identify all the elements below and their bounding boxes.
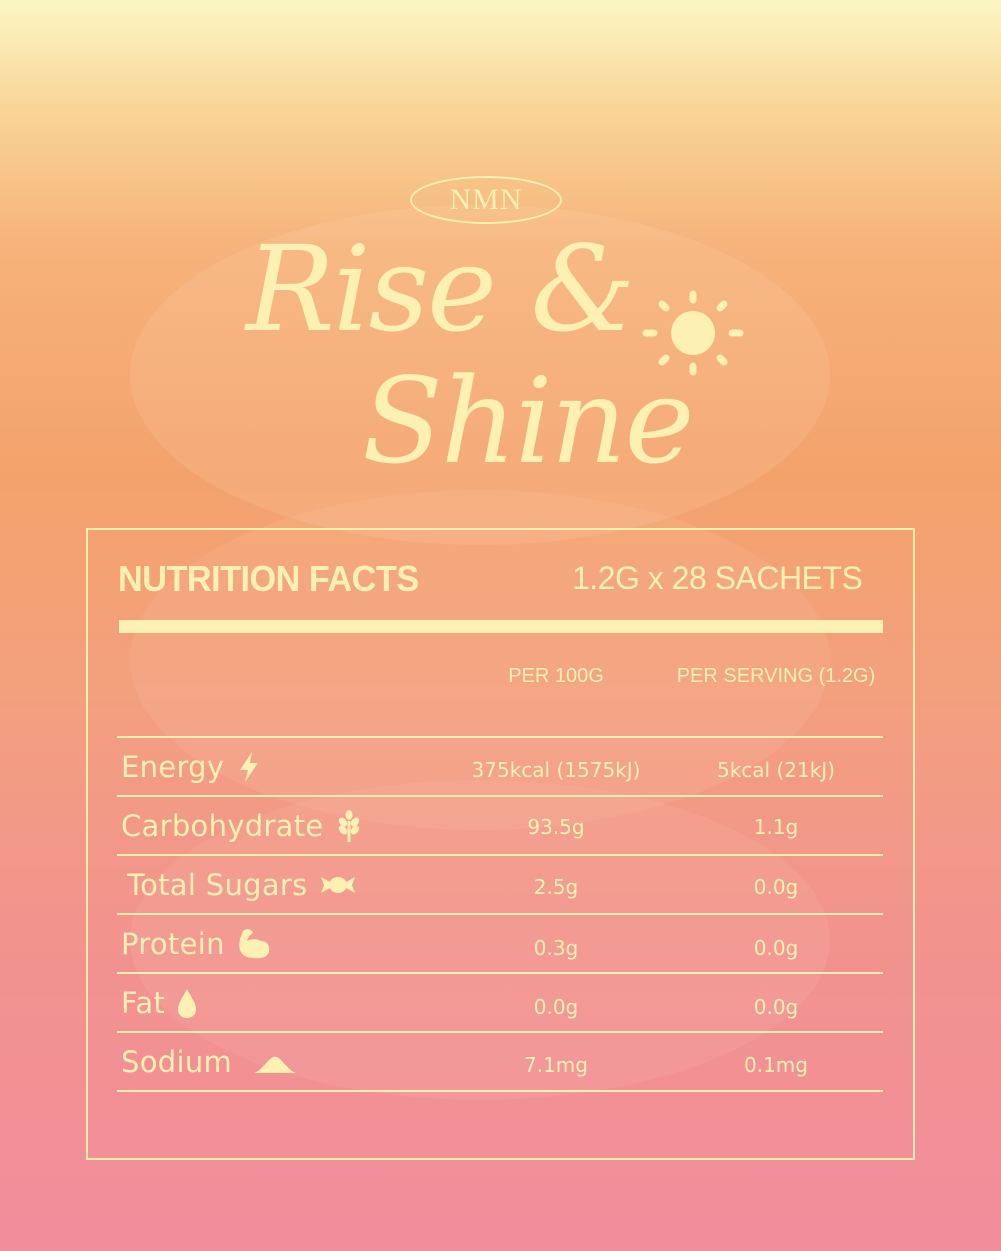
lightning-bolt-icon (240, 752, 259, 782)
row-divider (117, 854, 883, 856)
candy-icon (320, 877, 355, 893)
row-divider (117, 1031, 883, 1033)
salt-pile-icon (254, 1056, 297, 1073)
nutrient-row-protein: Protein (121, 927, 273, 961)
value-per-100g: 2.5g (533, 875, 579, 899)
value-per-serving: 1.1g (753, 815, 799, 839)
column-header-per-serving: PER SERVING (1.2G) (676, 665, 876, 687)
nutrient-row-total-sugars: Total Sugars (127, 868, 358, 902)
value-per-100g: 0.3g (533, 936, 579, 960)
row-divider (117, 736, 883, 738)
flexed-bicep-icon (239, 929, 270, 959)
title-line-2: Shine (362, 352, 694, 490)
value-per-serving: 0.0g (753, 936, 799, 960)
row-divider (117, 795, 883, 797)
value-per-serving: 0.0g (753, 995, 799, 1019)
value-per-serving: 0.1mg (744, 1053, 808, 1077)
value-per-100g: 0.0g (533, 995, 579, 1019)
background-blob (130, 490, 830, 830)
nutrient-row-sodium: Sodium (121, 1045, 300, 1079)
droplet-icon (178, 989, 197, 1018)
row-divider (117, 913, 883, 915)
value-per-100g: 93.5g (527, 815, 585, 839)
title-line-1: Rise & (246, 220, 636, 358)
row-divider (117, 1090, 883, 1092)
value-per-serving: 5kcal (21kJ) (716, 758, 835, 782)
background-blob (130, 205, 830, 545)
nutrient-label: Protein (121, 927, 225, 961)
value-per-100g: 7.1mg (524, 1053, 588, 1077)
nutrient-row-carbohydrate: Carbohydrate (121, 809, 364, 843)
wheat-icon (338, 810, 359, 842)
value-per-100g: 375kcal (1575kJ) (471, 758, 641, 782)
brand-badge: NMN (410, 176, 562, 224)
heading-rule (119, 620, 883, 633)
nutrition-heading: NUTRITION FACTS (118, 558, 419, 599)
column-header-per-100g: PER 100G (508, 665, 604, 687)
nutrient-label: Carbohydrate (121, 809, 324, 843)
nutrition-panel (86, 528, 915, 1160)
row-divider (117, 972, 883, 974)
nutrient-row-fat: Fat (121, 986, 199, 1020)
nutrient-label: Sodium (121, 1045, 233, 1079)
pack-size: 1.2G x 28 SACHETS (572, 560, 863, 596)
nutrient-label: Energy (121, 750, 225, 784)
nutrient-label: Fat (121, 986, 166, 1020)
sun-icon (642, 290, 744, 376)
nutrient-label: Total Sugars (127, 868, 308, 902)
nutrient-row-energy: Energy (121, 750, 264, 784)
value-per-serving: 0.0g (753, 875, 799, 899)
